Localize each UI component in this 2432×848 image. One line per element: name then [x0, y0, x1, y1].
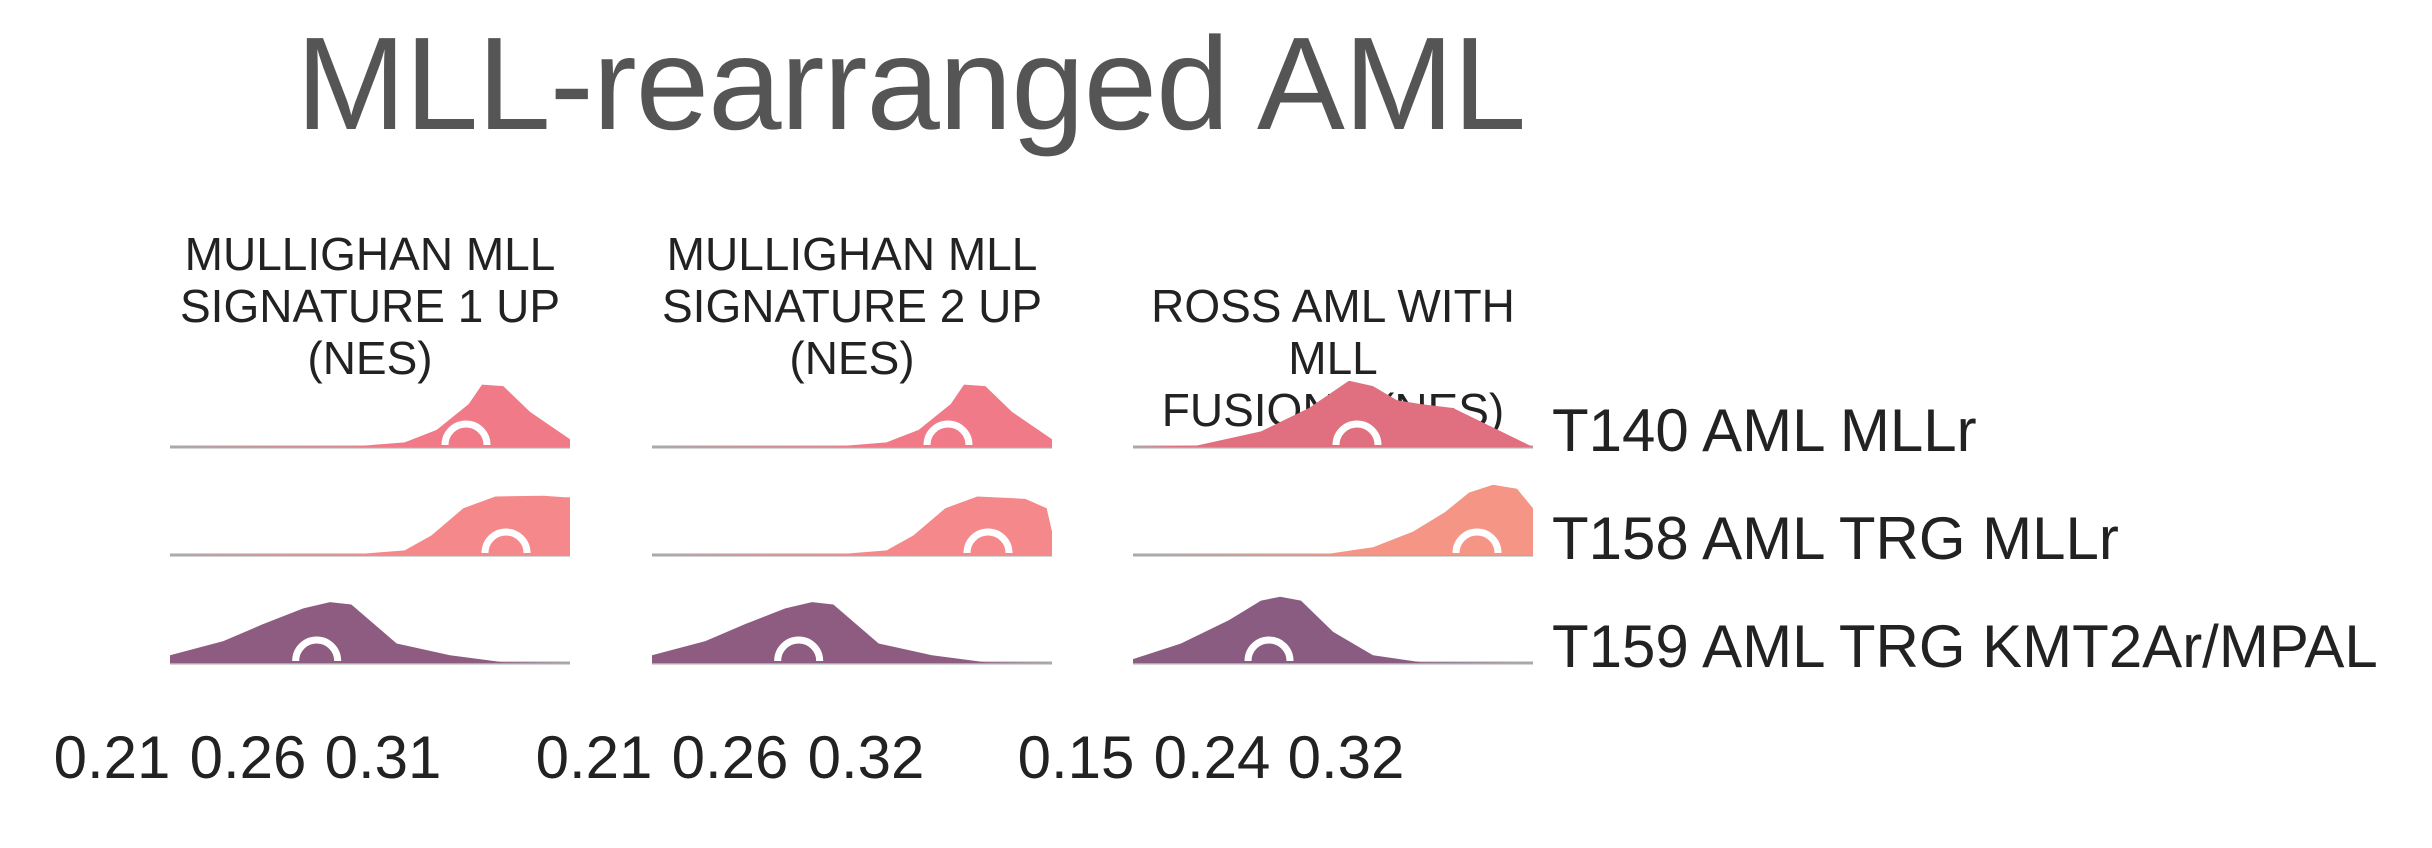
- x-tick-label: 0.32: [807, 724, 925, 791]
- density-ridge: [652, 602, 1052, 663]
- x-tick-label: 0.21: [535, 724, 653, 791]
- panel-title-line: MULLIGHAN MLL: [666, 228, 1038, 280]
- row-label: T158 AML TRG MLLr: [1552, 505, 2119, 572]
- median-marker: [774, 636, 824, 662]
- row-label: T140 AML MLLr: [1552, 397, 1977, 464]
- density-ridge: [170, 495, 570, 555]
- density-ridge: [1133, 596, 1533, 663]
- median-marker: [481, 528, 531, 554]
- x-tick-label: 0.15: [1017, 724, 1135, 791]
- panel-title: MULLIGHAN MLL SIGNATURE 1 UP (NES): [140, 228, 600, 384]
- density-ridge: [652, 496, 1052, 555]
- x-tick-label: 0.21: [53, 724, 171, 791]
- median-marker: [292, 636, 342, 662]
- panel-title-line: MULLIGHAN MLL: [184, 228, 556, 280]
- panel-title-line: SIGNATURE 1 UP: [180, 280, 560, 332]
- median-marker: [1244, 636, 1294, 662]
- density-ridge: [170, 602, 570, 663]
- density-ridge: [170, 384, 570, 447]
- panel-title: MULLIGHAN MLL SIGNATURE 2 UP (NES): [622, 228, 1082, 384]
- chart-title: MLL-rearranged AML: [296, 10, 1526, 157]
- median-marker: [923, 420, 973, 446]
- x-tick-label: 0.26: [189, 724, 307, 791]
- density-ridge: [1133, 380, 1533, 447]
- x-tick-label: 0.31: [324, 724, 442, 791]
- median-marker: [441, 420, 491, 446]
- x-tick-label: 0.32: [1287, 724, 1405, 791]
- panel-title-line: ROSS AML WITH MLL: [1151, 280, 1515, 384]
- median-marker: [963, 528, 1013, 554]
- density-ridge: [652, 384, 1052, 447]
- x-tick-label: 0.26: [671, 724, 789, 791]
- median-marker: [1332, 420, 1382, 446]
- median-marker: [1452, 528, 1502, 554]
- x-tick-label: 0.24: [1153, 724, 1271, 791]
- panel-title-line: (NES): [307, 332, 433, 384]
- panel-title-line: (NES): [789, 332, 915, 384]
- panel-title-line: SIGNATURE 2 UP: [662, 280, 1042, 332]
- row-label: T159 AML TRG KMT2Ar/MPAL: [1552, 613, 2378, 680]
- density-ridge: [1133, 484, 1533, 555]
